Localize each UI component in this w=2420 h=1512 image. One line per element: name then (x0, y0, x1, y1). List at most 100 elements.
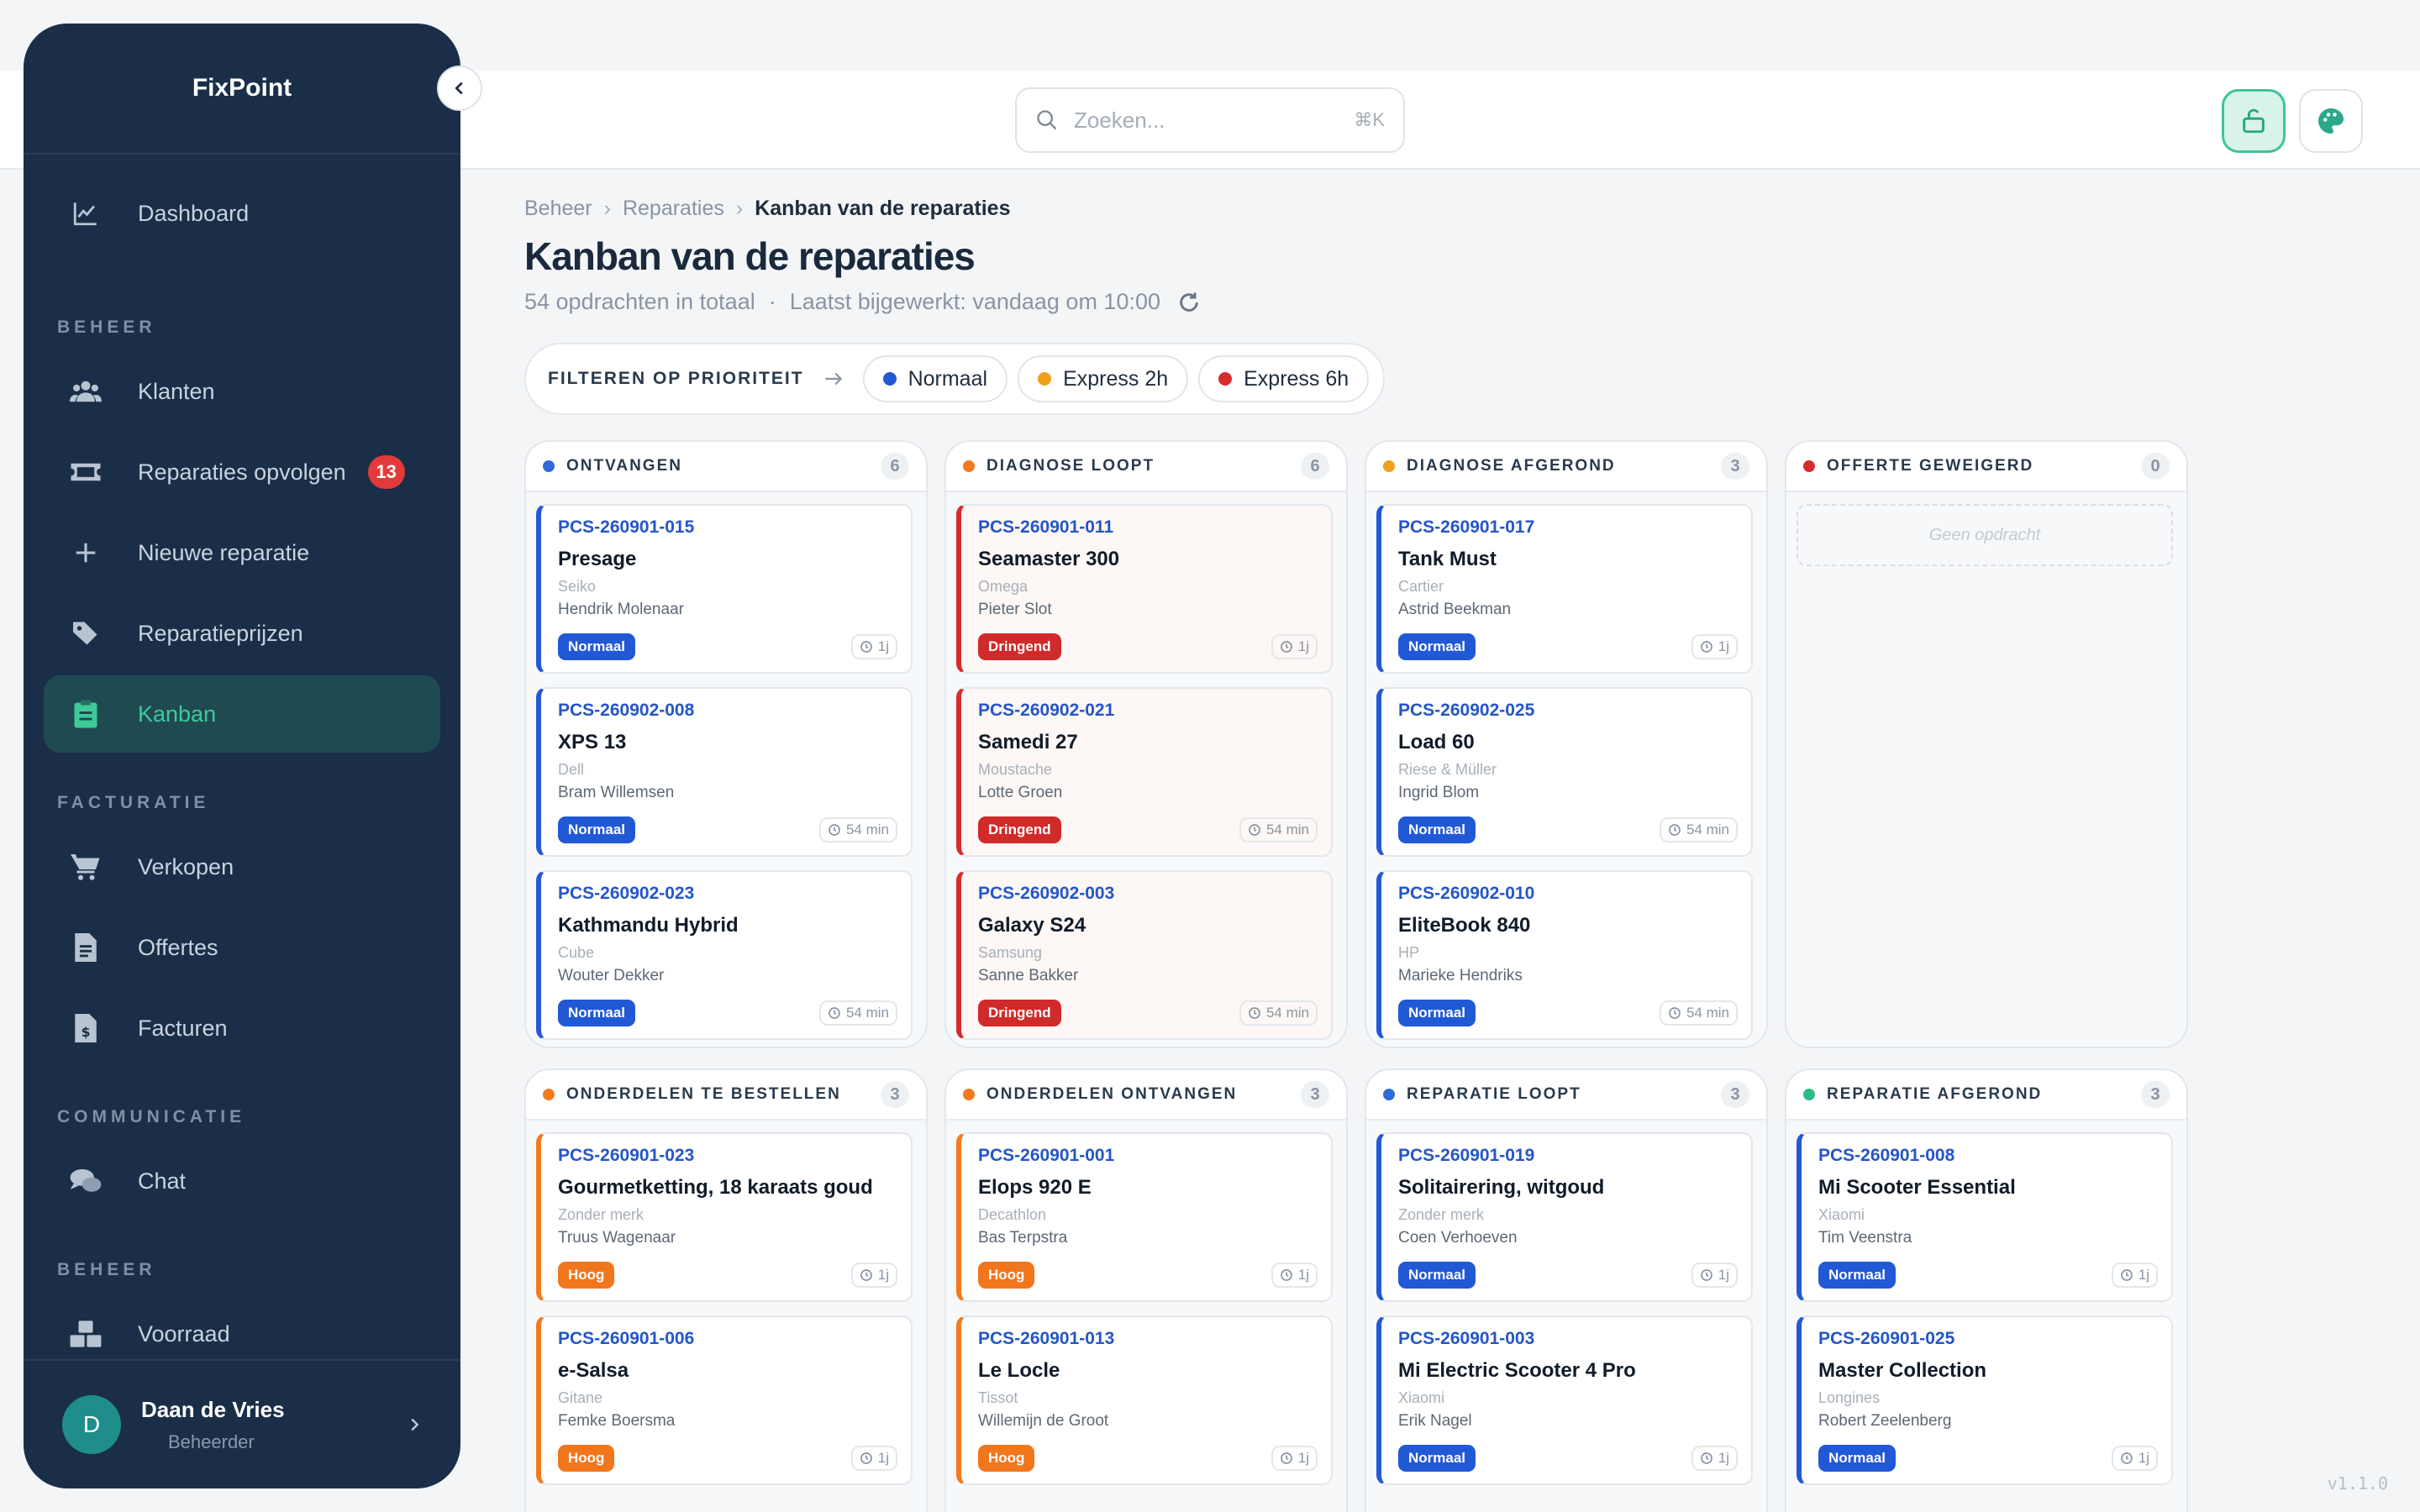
device-brand: Riese & Müller (1398, 761, 1497, 778)
column-header: REPARATIE AFGEROND 3 (1786, 1070, 2186, 1121)
repair-card[interactable]: PCS-260902-021 Samedi 27 Moustache Lotte Gr… (956, 687, 1333, 857)
user-name: Daan de Vries (141, 1396, 285, 1422)
sidebar-item-facturen[interactable]: $ Facturen (44, 990, 440, 1067)
breadcrumb-item[interactable]: Reparaties (622, 197, 724, 220)
age-indicator: 54 min (818, 817, 897, 843)
repair-code[interactable]: PCS-260901-013 (978, 1329, 1115, 1348)
repair-code[interactable]: PCS-260902-010 (1398, 884, 1535, 903)
repair-code[interactable]: PCS-260901-008 (1818, 1146, 1955, 1165)
age-indicator: 1j (1270, 1446, 1318, 1471)
status-dot (1803, 460, 1815, 472)
filter-chip[interactable]: Express 2h (1018, 355, 1189, 402)
lock-button[interactable] (2222, 89, 2286, 153)
age-indicator: 54 min (1659, 817, 1738, 843)
section-facturatie: FACTURATIE (57, 793, 210, 812)
device-name: Kathmandu Hybrid (558, 914, 739, 937)
repair-code[interactable]: PCS-260902-008 (558, 701, 695, 720)
sidebar-item-chat[interactable]: Chat (44, 1142, 440, 1220)
priority-badge: Normaal (1818, 1445, 1897, 1472)
repair-card[interactable]: PCS-260901-003 Mi Electric Scooter 4 Pro X… (1376, 1315, 1753, 1485)
kanban-column: ONTVANGEN 6 PCS-260901-015 Presage Seiko Hend… (524, 440, 928, 1048)
clock-icon (1280, 640, 1298, 654)
refresh-icon[interactable] (1177, 291, 1201, 314)
repair-code[interactable]: PCS-260901-019 (1398, 1146, 1535, 1165)
users-icon (69, 375, 103, 408)
sidebar-item-reparatieprijzen[interactable]: Reparatieprijzen (44, 595, 440, 672)
repair-code[interactable]: PCS-260901-015 (558, 517, 695, 537)
repair-code[interactable]: PCS-260902-003 (978, 884, 1115, 903)
order-count: 54 opdrachten in totaal (524, 289, 755, 314)
filter-chip[interactable]: Normaal (862, 355, 1008, 402)
repair-card[interactable]: PCS-260901-023 Gourmetketting, 18 karaats… (536, 1132, 913, 1302)
repair-code[interactable]: PCS-260901-011 (978, 517, 1114, 537)
sidebar: FixPoint Dashboard BEHEER Klanten Repara… (24, 24, 482, 1488)
document-icon (69, 931, 103, 964)
repair-card[interactable]: PCS-260901-025 Master Collection Longines R… (1797, 1315, 2173, 1485)
section-beheer: BEHEER (57, 318, 156, 337)
repair-card[interactable]: PCS-260902-025 Load 60 Riese & Müller Ingri… (1376, 687, 1753, 857)
repair-card[interactable]: PCS-260901-015 Presage Seiko Hendrik Molena… (536, 504, 913, 674)
repair-card[interactable]: PCS-260901-013 Le Locle Tissot Willemijn de… (956, 1315, 1333, 1485)
repair-card[interactable]: PCS-260901-001 Elops 920 E Decathlon Bas Te… (956, 1132, 1333, 1302)
repair-code[interactable]: PCS-260901-017 (1398, 517, 1535, 537)
sidebar-item-offertes[interactable]: Offertes (44, 909, 440, 986)
app-brand: FixPoint (24, 24, 460, 155)
device-name: XPS 13 (558, 731, 627, 753)
filter-chip[interactable]: Express 6h (1198, 355, 1370, 402)
card-footer: Dringend 1j (978, 633, 1318, 660)
clock-icon (1668, 1006, 1686, 1020)
search-icon (1037, 110, 1057, 130)
repair-card[interactable]: PCS-260901-006 e-Salsa Gitane Femke Boersma… (536, 1315, 913, 1485)
sidebar-item-reparaties-opvolgen[interactable]: Reparaties opvolgen 13 (44, 433, 440, 511)
status-dot (963, 1089, 975, 1100)
repair-code[interactable]: PCS-260901-003 (1398, 1329, 1535, 1348)
repair-code[interactable]: PCS-260901-006 (558, 1329, 695, 1348)
search-input[interactable]: Zoeken... ⌘K (1015, 87, 1405, 153)
status-dot (1383, 1089, 1395, 1100)
kanban-column: OFFERTE GEWEIGERD 0 Geen opdracht (1785, 440, 2188, 1048)
chevron-right-icon: › (735, 197, 744, 220)
device-name: Tank Must (1398, 548, 1497, 570)
user-menu[interactable]: D Daan de Vries Beheerder (24, 1359, 460, 1488)
unlock-icon (2243, 108, 2265, 134)
repair-card[interactable]: PCS-260902-023 Kathmandu Hybrid Cube Wouter… (536, 870, 913, 1040)
collapse-sidebar-button[interactable] (437, 66, 482, 111)
card-footer: Normaal 1j (1818, 1445, 2158, 1472)
repair-card[interactable]: PCS-260901-008 Mi Scooter Essential Xiaomi… (1797, 1132, 2173, 1302)
repair-code[interactable]: PCS-260901-023 (558, 1146, 695, 1165)
clock-icon (860, 1268, 878, 1282)
theme-button[interactable] (2299, 89, 2363, 153)
repair-card[interactable]: PCS-260901-011 Seamaster 300 Omega Pieter S… (956, 504, 1333, 674)
repair-card[interactable]: PCS-260901-019 Solitairering, witgoud Zond… (1376, 1132, 1753, 1302)
repair-card[interactable]: PCS-260902-003 Galaxy S24 Samsung Sanne Bak… (956, 870, 1333, 1040)
age-label: 54 min (1686, 1005, 1729, 1021)
age-indicator: 1j (1691, 634, 1738, 659)
sidebar-item-voorraad[interactable]: Voorraad (44, 1295, 440, 1373)
card-footer: Hoog 1j (558, 1262, 897, 1289)
repair-card[interactable]: PCS-260901-017 Tank Must Cartier Astrid Bee… (1376, 504, 1753, 674)
repair-code[interactable]: PCS-260902-023 (558, 884, 695, 903)
device-name: Load 60 (1398, 731, 1475, 753)
breadcrumb: Beheer › Reparaties › Kanban van de repa… (524, 197, 1010, 221)
priority-badge: Normaal (1818, 1262, 1897, 1289)
column-title: REPARATIE LOOPT (1407, 1085, 1581, 1103)
cart-icon (69, 850, 103, 884)
sidebar-item-nieuwe-reparatie[interactable]: Nieuwe reparatie (44, 514, 440, 591)
repair-code[interactable]: PCS-260902-021 (978, 701, 1115, 720)
repair-code[interactable]: PCS-260901-001 (978, 1146, 1115, 1165)
column-count: 3 (2141, 1081, 2170, 1108)
age-indicator: 1j (2111, 1446, 2158, 1471)
sidebar-item-klanten[interactable]: Klanten (44, 353, 440, 430)
sidebar-item-dashboard[interactable]: Dashboard (44, 175, 440, 252)
repair-card[interactable]: PCS-260902-008 XPS 13 Dell Bram Willemsen No… (536, 687, 913, 857)
breadcrumb-item[interactable]: Beheer (524, 197, 592, 220)
avatar: D (62, 1395, 121, 1454)
sidebar-item-verkopen[interactable]: Verkopen (44, 828, 440, 906)
repair-code[interactable]: PCS-260902-025 (1398, 701, 1535, 720)
clock-icon (1280, 1268, 1298, 1282)
card-footer: Normaal 54 min (558, 1000, 897, 1026)
repair-card[interactable]: PCS-260902-010 EliteBook 840 HP Marieke Hen… (1376, 870, 1753, 1040)
priority-badge: Normaal (558, 1000, 636, 1026)
sidebar-item-kanban[interactable]: Kanban (44, 675, 440, 753)
repair-code[interactable]: PCS-260901-025 (1818, 1329, 1955, 1348)
